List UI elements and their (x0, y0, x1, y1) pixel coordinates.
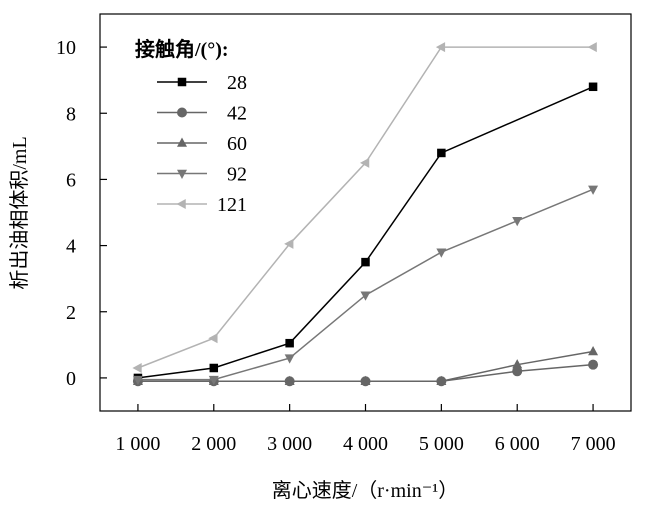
y-axis: 0 2 4 6 8 10 (56, 37, 107, 390)
data-point (436, 248, 447, 258)
legend-marker (177, 77, 187, 87)
series-layer (132, 42, 599, 387)
data-point (361, 257, 370, 267)
legend-marker (177, 137, 187, 147)
data-point (284, 375, 295, 385)
data-point (512, 359, 523, 369)
x-tick-label: 6 000 (495, 433, 540, 455)
data-point (588, 185, 599, 195)
legend-item: 60 (157, 133, 247, 155)
series-line (137, 46, 594, 369)
legend-item: 121 (157, 194, 247, 216)
data-point (588, 345, 599, 356)
data-point (132, 362, 142, 373)
data-point (360, 157, 370, 168)
data-point (512, 217, 523, 227)
legend-label: 60 (227, 133, 247, 155)
x-tick-label: 7 000 (571, 433, 616, 455)
data-point (588, 359, 599, 370)
legend-item: 92 (157, 164, 247, 186)
data-point (512, 366, 523, 377)
legend-item: 28 (157, 72, 247, 94)
series-line (137, 188, 594, 381)
legend-title: 接触角/(°): (135, 37, 229, 61)
data-point (435, 42, 446, 53)
data-point (587, 42, 597, 53)
legend-marker (176, 199, 186, 209)
y-tick-label: 2 (66, 302, 76, 324)
legend-label: 121 (217, 194, 247, 216)
y-tick-label: 6 (66, 169, 76, 191)
legend-item: 42 (157, 103, 247, 125)
x-axis-label: 离心速度/（r·min⁻¹） (272, 479, 459, 502)
data-point (284, 238, 294, 249)
data-point (360, 375, 371, 385)
data-point (360, 291, 371, 301)
legend-label: 92 (227, 164, 247, 186)
series-92 (132, 185, 599, 386)
series-line (137, 86, 594, 379)
x-tick-label: 4 000 (343, 433, 388, 455)
x-tick-label: 2 000 (191, 433, 236, 455)
y-tick-label: 8 (66, 103, 76, 125)
data-point (588, 82, 598, 92)
data-point (132, 375, 143, 386)
x-tick-label: 1 000 (115, 433, 160, 455)
legend-marker (177, 169, 187, 179)
series-121 (132, 42, 597, 373)
legend-marker (177, 107, 187, 118)
x-tick-label: 3 000 (267, 433, 312, 455)
data-point (208, 333, 218, 344)
x-axis: 1 000 2 000 3 000 4 000 5 000 6 000 7 000 (115, 404, 616, 455)
y-tick-label: 0 (66, 368, 76, 390)
legend-label: 42 (227, 103, 247, 125)
data-point (436, 375, 447, 385)
data-point (285, 338, 294, 348)
legend: 接触角/(°): 28 42 60 92 121 (135, 37, 247, 216)
legend-label: 28 (227, 72, 247, 94)
y-tick-label: 4 (66, 236, 76, 258)
x-tick-label: 5 000 (419, 433, 464, 455)
y-axis-label: 析出油相体积/mL (8, 136, 31, 289)
y-tick-label: 10 (56, 37, 76, 59)
data-point (437, 148, 446, 158)
data-point (209, 363, 219, 373)
data-point (208, 375, 219, 386)
data-point (284, 354, 295, 364)
series-28 (133, 82, 598, 383)
